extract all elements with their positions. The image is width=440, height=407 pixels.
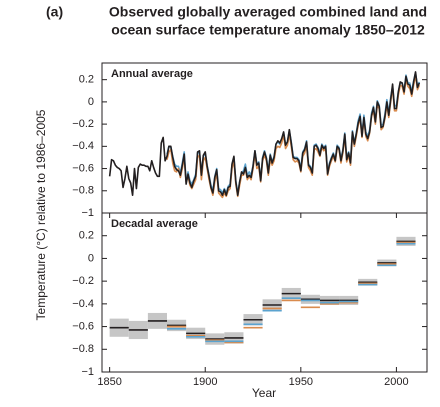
y-tick-label: −0.4 xyxy=(72,298,94,310)
y-tick-label: −0.8 xyxy=(72,343,94,355)
y-tick-label: −0.6 xyxy=(72,162,94,174)
panel-subtitle: Annual average xyxy=(111,68,193,80)
data-line xyxy=(108,71,421,197)
y-tick-label: −0.8 xyxy=(72,185,94,197)
y-tick-label: 0.2 xyxy=(79,230,94,242)
plot-frame xyxy=(101,62,428,214)
chart-title: ocean surface temperature anomaly 1850–2… xyxy=(111,22,425,38)
y-tick-label: −0.2 xyxy=(72,275,94,287)
chart-title: Observed globally averaged combined land… xyxy=(109,4,427,20)
y-tick-label: 0.2 xyxy=(79,74,94,86)
x-tick-label: 1900 xyxy=(193,376,217,388)
y-tick-label: −0.2 xyxy=(72,118,94,130)
y-tick-label: 0 xyxy=(88,252,94,264)
x-tick-label: 2000 xyxy=(384,376,408,388)
y-tick-label: −0.6 xyxy=(72,320,94,332)
y-tick-label: 0 xyxy=(88,96,94,108)
plot-frame xyxy=(101,212,428,373)
y-tick-label: −0.4 xyxy=(72,140,94,152)
panel-label: (a) xyxy=(46,4,63,20)
x-tick-label: 1850 xyxy=(97,376,121,388)
x-axis-label: Year xyxy=(252,386,276,400)
data-line xyxy=(166,74,421,199)
panel-subtitle: Decadal average xyxy=(111,218,198,230)
data-line xyxy=(166,72,421,194)
x-tick-label: 1950 xyxy=(289,376,313,388)
y-axis-label: Temperature (°C) relative to 1986–2005 xyxy=(34,109,48,320)
y-tick-label: −1 xyxy=(81,366,94,378)
y-tick-label: −1 xyxy=(81,207,94,219)
